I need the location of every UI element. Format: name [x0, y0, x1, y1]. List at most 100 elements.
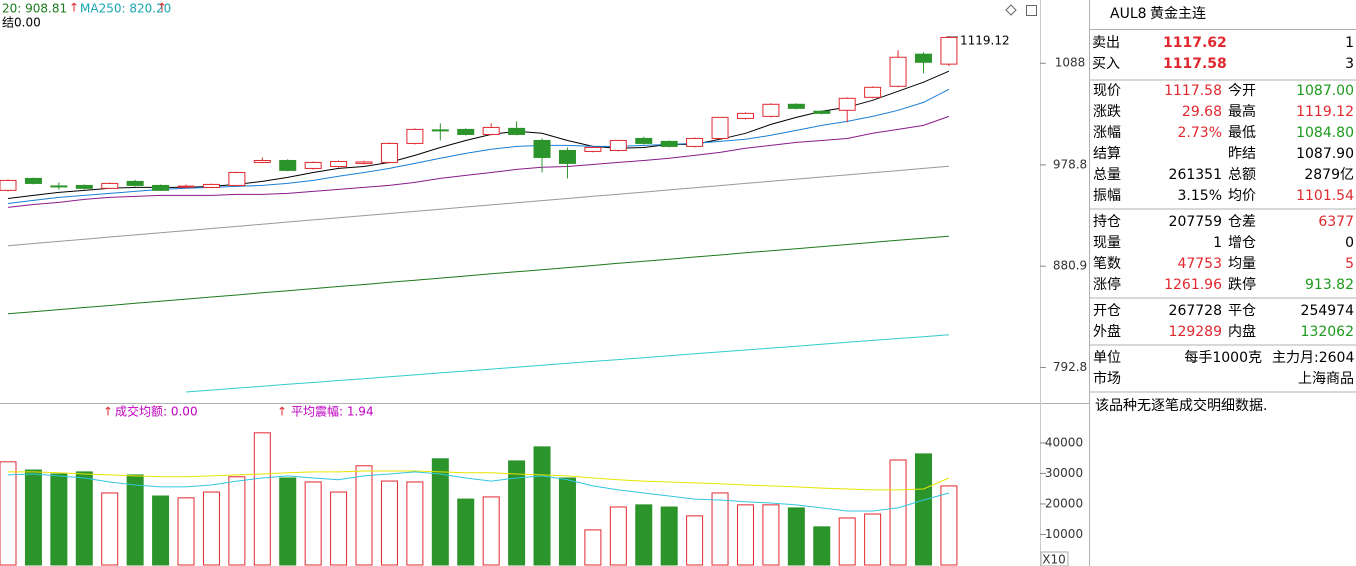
- header-arrow: ↑: [277, 405, 287, 419]
- volume-bar: [787, 507, 805, 566]
- book-price: 1117.58: [1163, 56, 1227, 72]
- volume-bar: [584, 529, 602, 566]
- field-label: 跌停: [1228, 276, 1256, 293]
- candle-body: [202, 183, 220, 188]
- volume-bar: [406, 481, 424, 566]
- field-label: 今开: [1228, 83, 1256, 99]
- candle-body: [787, 103, 805, 109]
- candle-body: [177, 185, 195, 188]
- diamond-icon[interactable]: [1005, 4, 1017, 16]
- volume-bar: [914, 453, 932, 566]
- volume-bar: [126, 474, 144, 566]
- field-label: 最低: [1228, 125, 1256, 141]
- candle-body: [457, 128, 475, 135]
- ma-line: [185, 334, 949, 393]
- candle-body: [813, 110, 831, 114]
- volume-bar: [838, 517, 856, 566]
- volume-header: 成交均额: 0.00: [115, 404, 198, 419]
- book-label: 卖出: [1092, 35, 1120, 51]
- field-value: 上海商品: [1298, 371, 1354, 387]
- candle-body: [253, 159, 271, 163]
- y-tick-label: 978.8: [1053, 157, 1087, 171]
- field-value: 1101.54: [1296, 188, 1354, 204]
- legend-arrow: ↑: [157, 1, 167, 15]
- volume-bar: [202, 491, 220, 566]
- field-value: 29.68: [1182, 104, 1222, 120]
- field-value: 132062: [1301, 324, 1354, 340]
- volume-bar: [279, 477, 297, 566]
- volume-bar: [762, 504, 780, 566]
- y-tick-label: 30000: [1045, 466, 1083, 480]
- field-label: 外盘: [1093, 323, 1121, 340]
- field-label: 开仓: [1093, 303, 1121, 319]
- field-value: 1084.80: [1296, 125, 1354, 141]
- volume-bar: [736, 504, 754, 566]
- volume-bar: [177, 497, 195, 566]
- candle-body: [584, 146, 602, 152]
- volume-bar: [660, 506, 678, 566]
- candle-body: [228, 171, 246, 186]
- y-tick-label: 40000: [1045, 435, 1083, 449]
- symbol: AUL8: [1110, 6, 1147, 22]
- field-value: 3.15%: [1178, 188, 1222, 204]
- candle-body: [660, 140, 678, 147]
- unit-box: [1040, 551, 1069, 566]
- y-tick-label: 20000: [1045, 496, 1083, 510]
- field-label: 市场: [1093, 370, 1121, 387]
- field-value: 1087.00: [1296, 83, 1354, 99]
- field-label: 昨结: [1228, 146, 1256, 162]
- note: 该品种无逐笔成交明细数据.: [1095, 397, 1267, 414]
- field-value: 1119.12: [1296, 104, 1354, 120]
- y-tick-label: 880.9: [1053, 259, 1087, 273]
- candle-body: [24, 177, 42, 184]
- volume-bar: [24, 469, 42, 566]
- candle-body: [914, 53, 932, 63]
- book-qty: 1: [1345, 35, 1354, 51]
- field-label: 均价: [1228, 188, 1256, 204]
- candle-body: [838, 97, 856, 111]
- field-value: 1: [1213, 235, 1222, 251]
- field-label: 涨幅: [1093, 125, 1121, 141]
- volume-bar: [889, 459, 907, 566]
- candle-body: [533, 139, 551, 158]
- candle-body: [279, 159, 297, 171]
- book-label: 买入: [1092, 56, 1120, 72]
- field-value: 1261.96: [1164, 277, 1222, 293]
- volume-bar: [75, 471, 93, 566]
- field-value: 2879亿: [1304, 167, 1354, 183]
- field-value: 1087.90: [1296, 146, 1354, 162]
- volume-bar: [304, 481, 322, 566]
- volume-bar: [533, 446, 551, 566]
- ma-line: [8, 470, 950, 491]
- max-label: 1119.12: [960, 34, 1010, 48]
- volume-bar: [940, 485, 958, 566]
- candle-body: [482, 126, 500, 135]
- volume-bar: [864, 513, 882, 566]
- candle-body: [736, 112, 754, 119]
- field-value: 6377: [1318, 214, 1354, 230]
- volume-bar: [508, 460, 526, 566]
- volume-bar: [253, 432, 271, 566]
- field-label: 振幅: [1093, 188, 1121, 204]
- candle-body: [152, 184, 170, 191]
- y-tick-label: 792.8: [1053, 360, 1087, 374]
- field-label: 内盘: [1228, 323, 1256, 340]
- candle-body: [330, 160, 348, 167]
- square-icon[interactable]: [1026, 5, 1037, 16]
- field-value: 913.82: [1305, 277, 1354, 293]
- volume-bar: [635, 504, 653, 566]
- candle-body: [431, 129, 449, 132]
- volume-bar: [558, 477, 576, 566]
- candle-body: [609, 139, 627, 151]
- volume-header: 平均震幅: 1.94: [291, 404, 374, 419]
- volume-bar: [50, 473, 68, 566]
- field-label: 现量: [1093, 235, 1121, 251]
- field-label: 最高: [1228, 103, 1256, 120]
- volume-bar: [380, 480, 398, 566]
- ma-line: [7, 115, 950, 208]
- candle-body: [508, 127, 526, 135]
- field-value: 5: [1345, 256, 1354, 272]
